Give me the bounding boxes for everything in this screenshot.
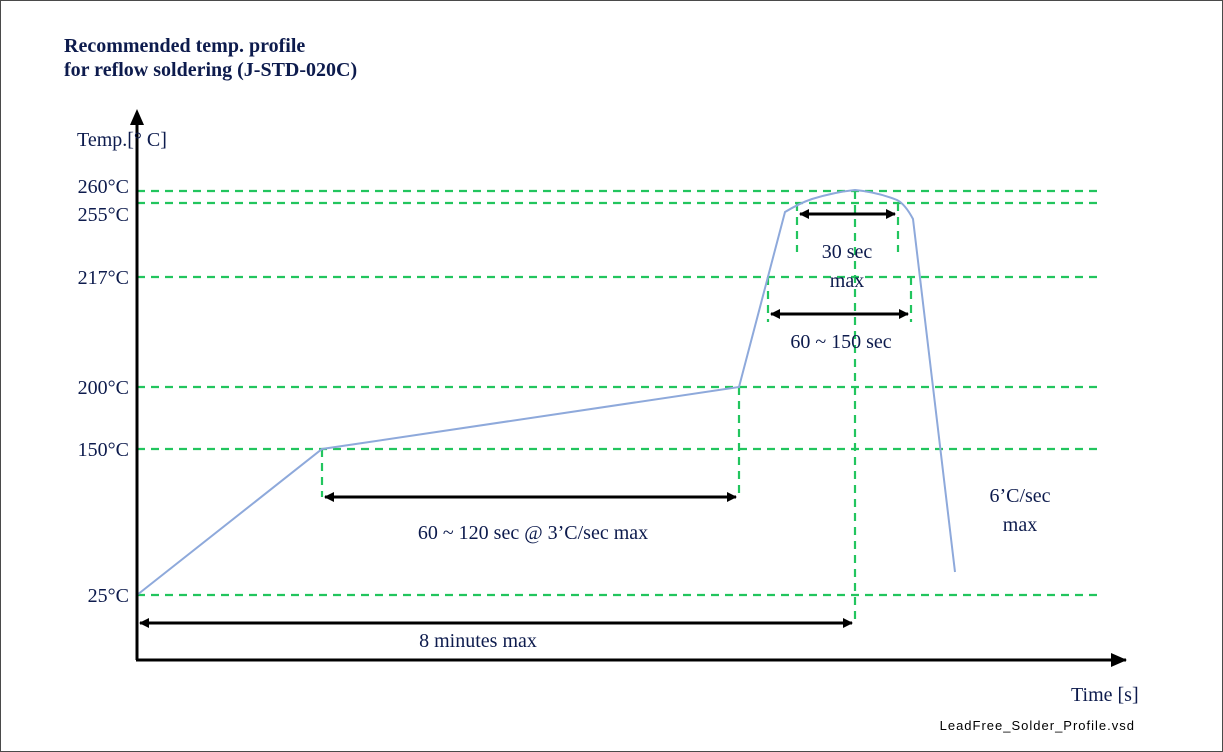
temperature-profile-curve bbox=[136, 188, 956, 596]
annotation-cooling-rate-line-2: max bbox=[1003, 514, 1037, 536]
y-tick-label-150: 150°C bbox=[78, 439, 129, 461]
y-tick-labels: 260°C 255°C 217°C 200°C 150°C 25°C bbox=[78, 176, 129, 607]
file-label: LeadFree_Solder_Profile.vsd bbox=[939, 718, 1135, 733]
y-axis-label: Temp.[° C] bbox=[77, 129, 167, 151]
dimension-arrows bbox=[139, 209, 909, 628]
annotation-30sec-line-1: 30 sec bbox=[822, 241, 873, 263]
vertical-guides bbox=[320, 191, 913, 623]
chart-title-line-1: Recommended temp. profile bbox=[64, 35, 306, 57]
y-tick-label-217: 217°C bbox=[78, 267, 129, 289]
annotation-cooling-rate-line-1: 6’C/sec bbox=[989, 485, 1050, 507]
y-tick-label-200: 200°C bbox=[78, 377, 129, 399]
annotation-60-150sec: 60 ~ 150 sec bbox=[790, 331, 891, 353]
annotation-30sec-line-2: max bbox=[830, 270, 864, 292]
annotation-8min: 8 minutes max bbox=[419, 630, 537, 652]
x-axis-label: Time [s] bbox=[1071, 684, 1139, 706]
annotation-60-120sec: 60 ~ 120 sec @ 3’C/sec max bbox=[418, 522, 648, 544]
chart-title-line-2: for reflow soldering (J-STD-020C) bbox=[64, 59, 358, 81]
chart-title: Recommended temp. profile for reflow sol… bbox=[64, 34, 357, 82]
y-tick-label-260: 260°C bbox=[78, 176, 129, 198]
y-tick-label-25: 25°C bbox=[88, 585, 129, 607]
y-tick-label-255: 255°C bbox=[78, 204, 129, 226]
